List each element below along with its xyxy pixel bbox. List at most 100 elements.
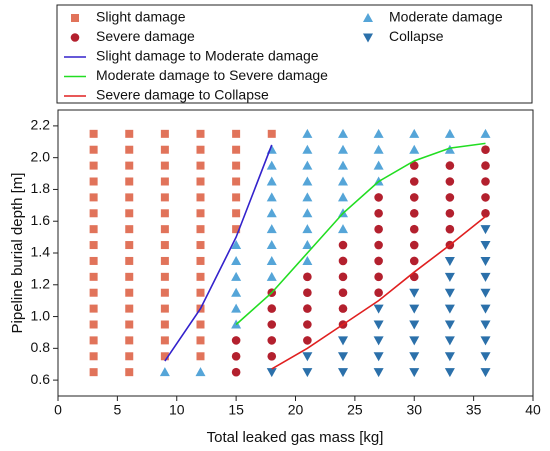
point bbox=[231, 303, 242, 313]
point bbox=[232, 161, 241, 170]
y-tick-label: 1.6 bbox=[31, 212, 51, 228]
point bbox=[125, 225, 134, 234]
point bbox=[302, 208, 313, 218]
point bbox=[444, 144, 455, 154]
point bbox=[338, 256, 348, 266]
legend-label: Severe damage to Collapse bbox=[96, 87, 269, 103]
legend-swatch bbox=[363, 33, 373, 43]
point bbox=[266, 240, 277, 250]
y-tick-label: 1.2 bbox=[31, 275, 51, 291]
point bbox=[374, 224, 383, 234]
point bbox=[231, 351, 241, 361]
point bbox=[89, 177, 98, 186]
point bbox=[302, 192, 313, 202]
point bbox=[302, 255, 313, 265]
point bbox=[160, 241, 169, 250]
point bbox=[338, 304, 348, 313]
point bbox=[444, 352, 455, 362]
point bbox=[338, 368, 348, 378]
point bbox=[125, 272, 134, 281]
point bbox=[374, 288, 383, 298]
x-tick-label: 10 bbox=[169, 402, 185, 418]
legend-box bbox=[56, 4, 533, 104]
y-tick-label: 2.2 bbox=[31, 117, 51, 133]
point bbox=[232, 225, 241, 234]
x-tick-label: 25 bbox=[347, 402, 363, 418]
point bbox=[480, 368, 491, 378]
point bbox=[89, 304, 98, 313]
point bbox=[196, 256, 205, 265]
point bbox=[374, 256, 383, 266]
x-axis-label: Total leaked gas mass [kg] bbox=[207, 429, 384, 446]
point bbox=[373, 320, 384, 330]
point bbox=[373, 336, 384, 346]
point bbox=[231, 240, 242, 250]
point bbox=[445, 224, 455, 234]
point bbox=[409, 161, 419, 170]
point bbox=[231, 255, 242, 265]
point bbox=[303, 272, 312, 282]
point bbox=[409, 320, 420, 330]
point bbox=[409, 193, 419, 202]
x-tick-label: 0 bbox=[54, 402, 62, 418]
point bbox=[266, 368, 277, 378]
point bbox=[481, 161, 490, 170]
point bbox=[267, 336, 277, 345]
point bbox=[125, 320, 134, 329]
y-axis-label: Pipeline burial depth [m] bbox=[9, 173, 26, 334]
point bbox=[480, 320, 491, 330]
point bbox=[125, 193, 134, 202]
point bbox=[303, 288, 312, 298]
point bbox=[444, 320, 455, 330]
point bbox=[89, 272, 98, 281]
point bbox=[373, 304, 384, 314]
point bbox=[160, 129, 169, 138]
point bbox=[196, 320, 205, 329]
point bbox=[302, 224, 313, 234]
point bbox=[409, 224, 419, 234]
point bbox=[445, 208, 455, 218]
point bbox=[444, 256, 455, 266]
point bbox=[338, 240, 348, 250]
point bbox=[89, 225, 98, 234]
point bbox=[481, 208, 490, 218]
point bbox=[159, 367, 170, 377]
point bbox=[125, 241, 134, 250]
point bbox=[409, 177, 419, 186]
point bbox=[444, 304, 455, 314]
point bbox=[125, 288, 134, 297]
point bbox=[125, 129, 134, 138]
x-tick-label: 15 bbox=[228, 402, 244, 418]
point bbox=[196, 241, 205, 250]
point bbox=[338, 144, 348, 154]
point bbox=[125, 336, 134, 345]
point bbox=[266, 255, 277, 265]
point bbox=[125, 256, 134, 265]
point bbox=[231, 271, 242, 281]
y-tick-label: 0.8 bbox=[31, 339, 51, 355]
point bbox=[481, 193, 490, 202]
point bbox=[373, 160, 384, 170]
point bbox=[266, 160, 277, 170]
point bbox=[89, 352, 98, 361]
point bbox=[409, 128, 420, 138]
point bbox=[266, 208, 277, 218]
point bbox=[266, 271, 277, 281]
point bbox=[409, 368, 420, 378]
point bbox=[196, 336, 205, 345]
point bbox=[196, 209, 205, 218]
point bbox=[196, 177, 205, 186]
point bbox=[338, 224, 348, 234]
point bbox=[89, 368, 98, 377]
point bbox=[196, 288, 205, 297]
x-tick-label: 20 bbox=[288, 402, 304, 418]
point bbox=[444, 368, 455, 378]
point bbox=[374, 208, 383, 218]
point bbox=[231, 287, 242, 297]
point bbox=[267, 304, 277, 313]
point bbox=[160, 177, 169, 186]
point bbox=[373, 144, 384, 154]
point bbox=[409, 144, 420, 154]
point bbox=[444, 288, 455, 298]
point bbox=[480, 304, 491, 314]
